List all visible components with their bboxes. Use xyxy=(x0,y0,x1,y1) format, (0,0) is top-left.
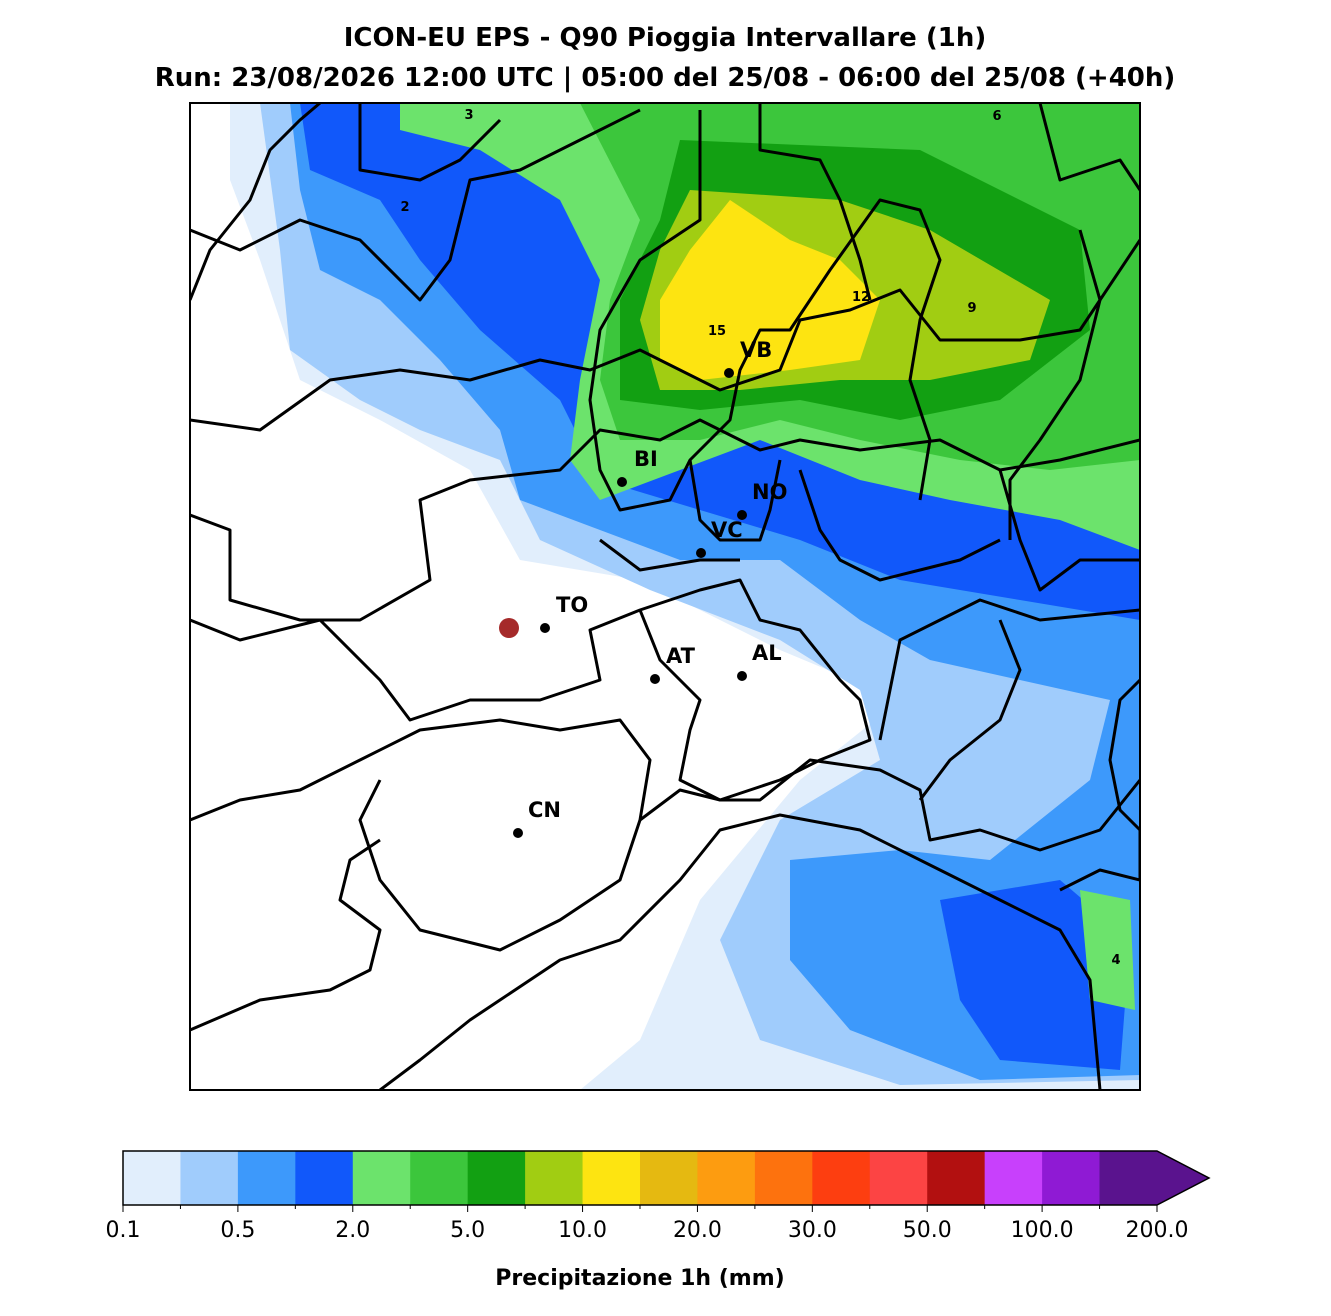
contour-label: 12 xyxy=(852,290,870,305)
title: ICON-EU EPS - Q90 Pioggia Intervallare (… xyxy=(344,23,986,53)
city-label: VC xyxy=(711,518,743,542)
contour-label: 9 xyxy=(967,301,976,316)
colorbar-label: Precipitazione 1h (mm) xyxy=(495,1266,784,1291)
city-label: AT xyxy=(666,644,696,668)
city-label: CN xyxy=(528,798,561,822)
colorbar-tick-label: 0.5 xyxy=(220,1218,255,1243)
colorbar-swatch xyxy=(697,1151,756,1205)
contour-label: 6 xyxy=(992,109,1001,124)
contour-labels: 3 6 2 12 9 15 4 xyxy=(400,108,1120,968)
location-marker xyxy=(499,618,519,638)
colorbar-tick-label: 0.1 xyxy=(106,1218,141,1243)
colorbar-swatch xyxy=(869,1151,928,1205)
colorbar-tick-label: 20.0 xyxy=(673,1218,722,1243)
precip-field xyxy=(190,103,1140,1090)
colorbar-tick-label: 100.0 xyxy=(1011,1218,1074,1243)
contour-label: 2 xyxy=(400,200,409,215)
colorbar-tick-label: 50.0 xyxy=(903,1218,952,1243)
colorbar-swatch xyxy=(467,1151,526,1205)
colorbar: 0.1 0.5 2.0 5.0 10.0 20.0 30.0 50.0 100.0 200.0 xyxy=(106,1150,1211,1243)
map-frame xyxy=(189,102,1141,1091)
city-label: BI xyxy=(634,447,658,471)
colorbar-swatch xyxy=(180,1151,239,1205)
colorbar-tick-label: 30.0 xyxy=(788,1218,837,1243)
colorbar-swatch xyxy=(927,1151,986,1205)
subtitle: Run: 23/08/2026 12:00 UTC | 05:00 del 25… xyxy=(155,63,1176,93)
colorbar-swatch xyxy=(352,1151,411,1205)
colorbar-swatch xyxy=(410,1151,469,1205)
colorbar-swatch xyxy=(237,1151,296,1205)
city-label: AL xyxy=(752,641,782,665)
colorbar-swatch xyxy=(984,1151,1043,1205)
colorbar-tick-label: 2.0 xyxy=(335,1218,370,1243)
colorbar-swatch xyxy=(295,1151,354,1205)
city-label: VB xyxy=(740,338,772,362)
colorbar-outline xyxy=(122,1150,1211,1206)
colorbar-swatch xyxy=(754,1151,813,1205)
colorbar-swatch xyxy=(525,1151,584,1205)
colorbar-tick-label: 200.0 xyxy=(1126,1218,1189,1243)
colorbar-swatch xyxy=(582,1151,641,1205)
contour-label: 3 xyxy=(464,108,473,123)
colorbar-swatch xyxy=(1099,1151,1157,1205)
borders xyxy=(190,103,1140,1090)
colorbar-swatch xyxy=(640,1151,698,1205)
city-label: TO xyxy=(556,593,588,617)
colorbar-tick-label: 5.0 xyxy=(450,1218,485,1243)
colorbar-tick-label: 10.0 xyxy=(558,1218,607,1243)
colorbar-swatch xyxy=(1042,1151,1101,1205)
cities: VB BI NO VC TO AT AL CN xyxy=(513,338,787,838)
contour-label: 15 xyxy=(708,324,726,339)
contour-label: 4 xyxy=(1111,953,1120,968)
colorbar-swatch xyxy=(123,1151,181,1205)
colorbar-swatch xyxy=(812,1151,871,1205)
city-label: NO xyxy=(752,480,787,504)
